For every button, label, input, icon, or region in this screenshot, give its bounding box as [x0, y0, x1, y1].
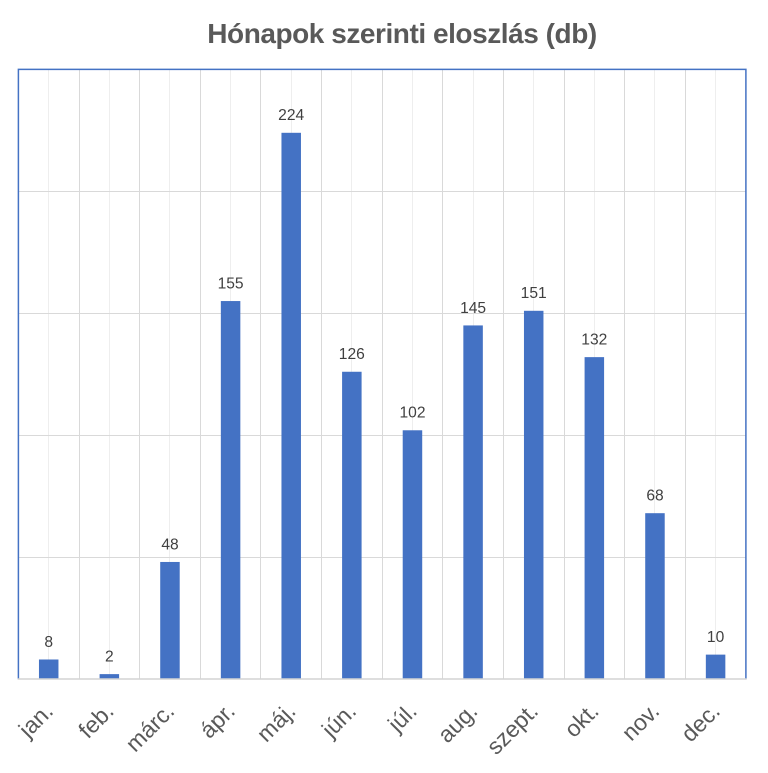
svg-text:2: 2 [105, 649, 114, 666]
svg-text:8: 8 [44, 634, 53, 651]
svg-text:151: 151 [521, 285, 547, 302]
svg-text:224: 224 [278, 107, 304, 124]
svg-text:145: 145 [460, 300, 486, 317]
svg-text:48: 48 [161, 536, 178, 553]
svg-text:Hónapok szerinti eloszlás (db): Hónapok szerinti eloszlás (db) [207, 18, 596, 49]
svg-text:132: 132 [581, 332, 607, 349]
svg-text:126: 126 [339, 346, 365, 363]
svg-text:102: 102 [399, 405, 425, 422]
svg-text:68: 68 [646, 488, 663, 505]
svg-text:10: 10 [707, 629, 725, 646]
svg-text:155: 155 [218, 275, 244, 292]
